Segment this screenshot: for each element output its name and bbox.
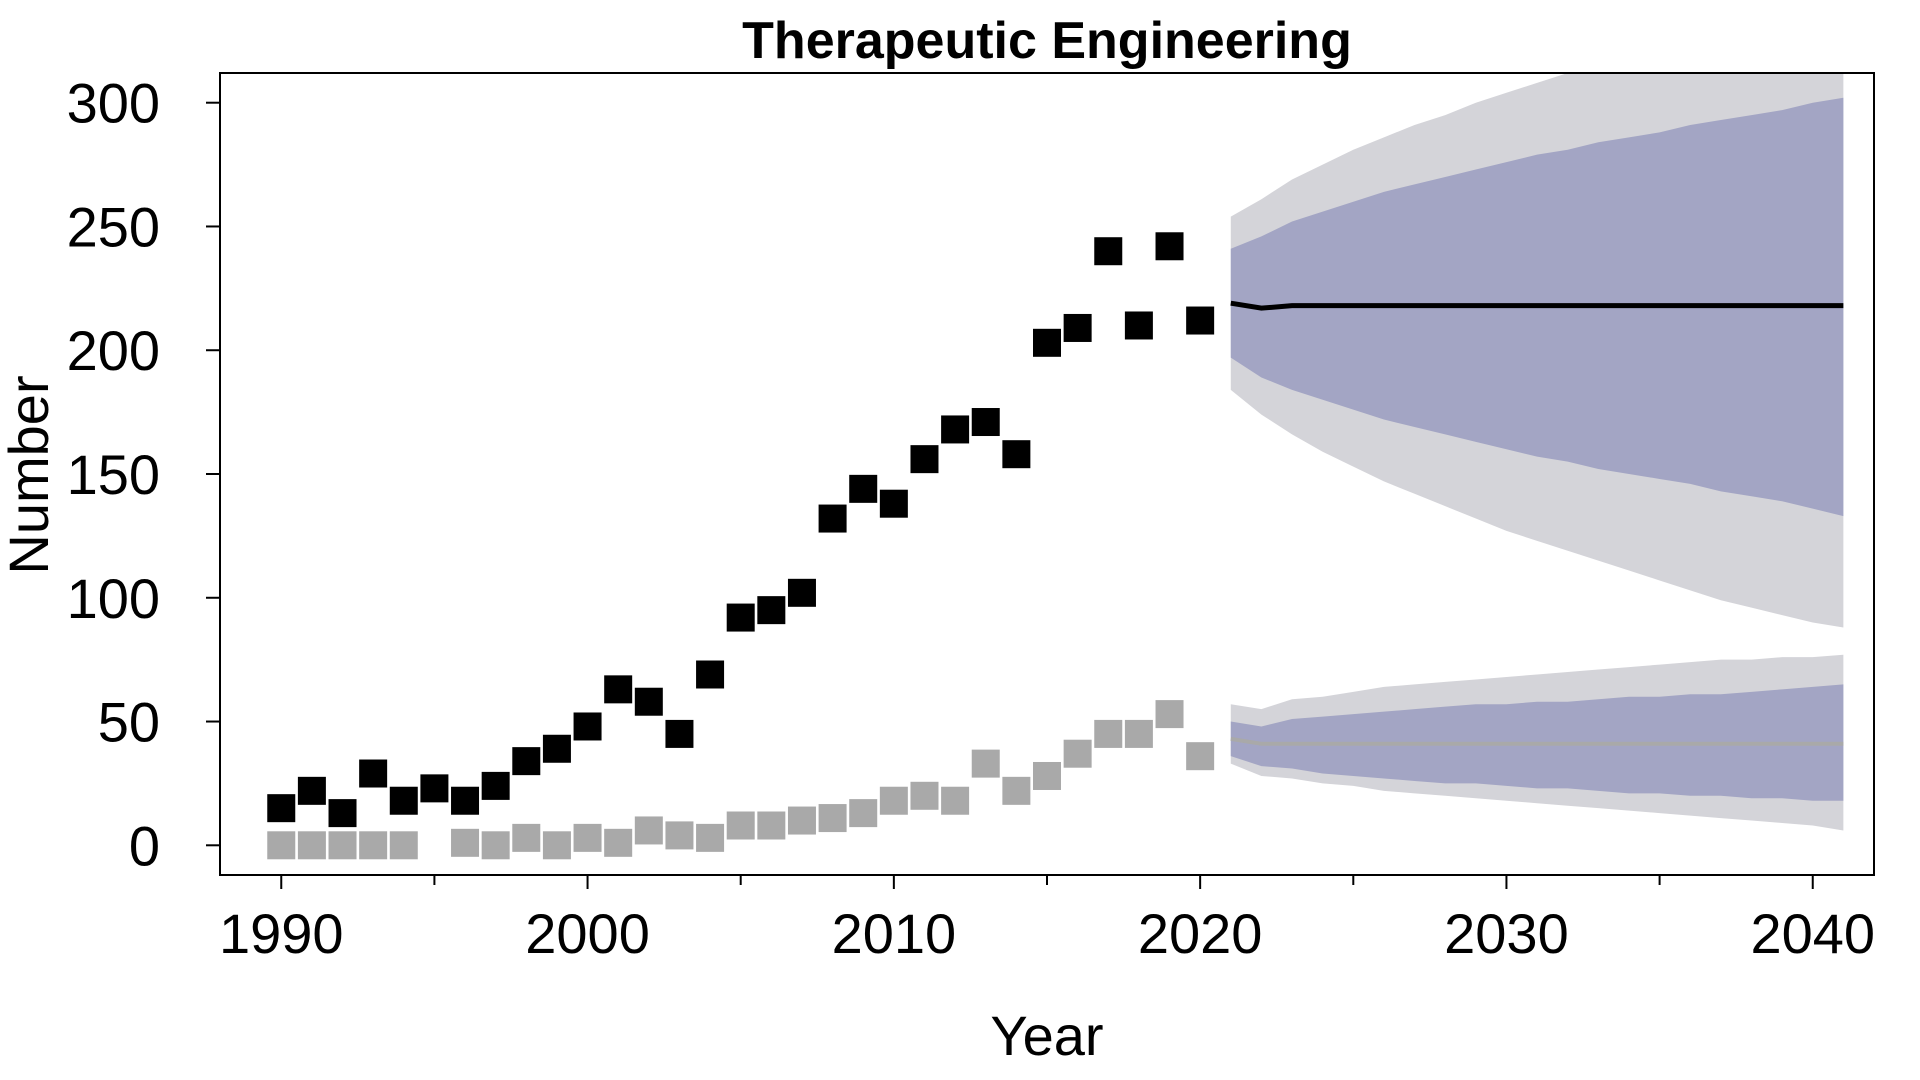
- data-point: [818, 504, 847, 533]
- y-axis-label: Number: [0, 375, 60, 574]
- data-point: [634, 816, 663, 845]
- data-point: [910, 781, 939, 810]
- forecast-lines: [1230, 300, 1844, 746]
- data-point: [328, 799, 357, 828]
- data-point: [328, 831, 357, 860]
- data-point: [1033, 328, 1061, 357]
- data-point: [971, 749, 1000, 778]
- x-tick-label: 2010: [832, 902, 957, 965]
- data-point: [1186, 306, 1215, 335]
- data-point: [359, 759, 388, 788]
- data-point: [726, 811, 755, 840]
- chart-title: Therapeutic Engineering: [742, 12, 1352, 70]
- data-point: [542, 734, 571, 763]
- data-point: [1124, 311, 1153, 340]
- data-point: [1002, 776, 1031, 805]
- data-point: [420, 774, 449, 803]
- data-points: [267, 232, 1215, 860]
- y-tick-label: 200: [67, 319, 160, 382]
- y-tick-label: 250: [67, 195, 160, 258]
- data-point: [879, 786, 908, 815]
- forecast-bands: [1230, 73, 1844, 831]
- data-point: [451, 786, 480, 815]
- data-point: [389, 831, 418, 860]
- data-point: [971, 408, 1000, 437]
- data-point: [267, 831, 296, 860]
- data-point: [1094, 237, 1123, 266]
- x-tick-label: 2040: [1750, 902, 1875, 965]
- data-point: [757, 811, 786, 840]
- data-point: [512, 747, 541, 776]
- data-point: [1063, 739, 1092, 768]
- data-point: [297, 831, 326, 860]
- data-point: [696, 823, 725, 852]
- data-point: [1186, 742, 1215, 771]
- data-point: [787, 806, 816, 835]
- x-tick-label: 2020: [1138, 902, 1263, 965]
- data-point: [1124, 719, 1153, 748]
- data-point: [542, 831, 571, 860]
- x-axis-label: Year: [990, 1004, 1103, 1067]
- data-point: [359, 831, 388, 860]
- data-point: [941, 786, 970, 815]
- data-point: [818, 804, 847, 833]
- data-point: [573, 712, 602, 741]
- data-point: [481, 831, 510, 860]
- data-point: [451, 828, 480, 857]
- data-point: [634, 687, 663, 716]
- y-tick-label: 50: [98, 691, 160, 754]
- y-tick-label: 0: [129, 814, 160, 877]
- forecast-mean-line: [1230, 736, 1844, 746]
- data-point: [1063, 313, 1092, 342]
- x-axis: 1990 2000 2010 2020 2030 2040: [219, 875, 1875, 965]
- data-point: [849, 799, 878, 828]
- y-tick-label: 100: [67, 567, 160, 630]
- data-point: [1155, 232, 1184, 261]
- data-point: [910, 445, 939, 474]
- data-point: [512, 823, 541, 852]
- data-point: [1002, 440, 1031, 469]
- forecast-mean-line: [1230, 300, 1844, 311]
- data-point: [849, 474, 878, 503]
- data-point: [879, 489, 908, 518]
- data-point: [787, 578, 816, 607]
- x-tick-label: 1990: [219, 902, 344, 965]
- data-point: [1033, 761, 1061, 790]
- data-point: [297, 776, 326, 805]
- data-point: [941, 415, 970, 444]
- data-point: [665, 719, 694, 748]
- data-point: [1094, 719, 1123, 748]
- data-point: [604, 675, 633, 704]
- data-point: [573, 823, 602, 852]
- data-point: [389, 786, 418, 815]
- y-tick-label: 150: [67, 443, 160, 506]
- data-point: [696, 660, 725, 689]
- x-tick-label: 2000: [525, 902, 650, 965]
- data-point: [481, 771, 510, 800]
- data-point: [757, 596, 786, 625]
- data-point: [665, 821, 694, 850]
- y-tick-label: 300: [67, 72, 160, 135]
- data-point: [604, 828, 633, 857]
- data-point: [726, 603, 755, 632]
- data-point: [1155, 700, 1184, 729]
- data-point: [267, 794, 296, 823]
- y-axis: 0 50 100 150 200 250 300: [67, 72, 220, 877]
- x-tick-label: 2030: [1444, 902, 1569, 965]
